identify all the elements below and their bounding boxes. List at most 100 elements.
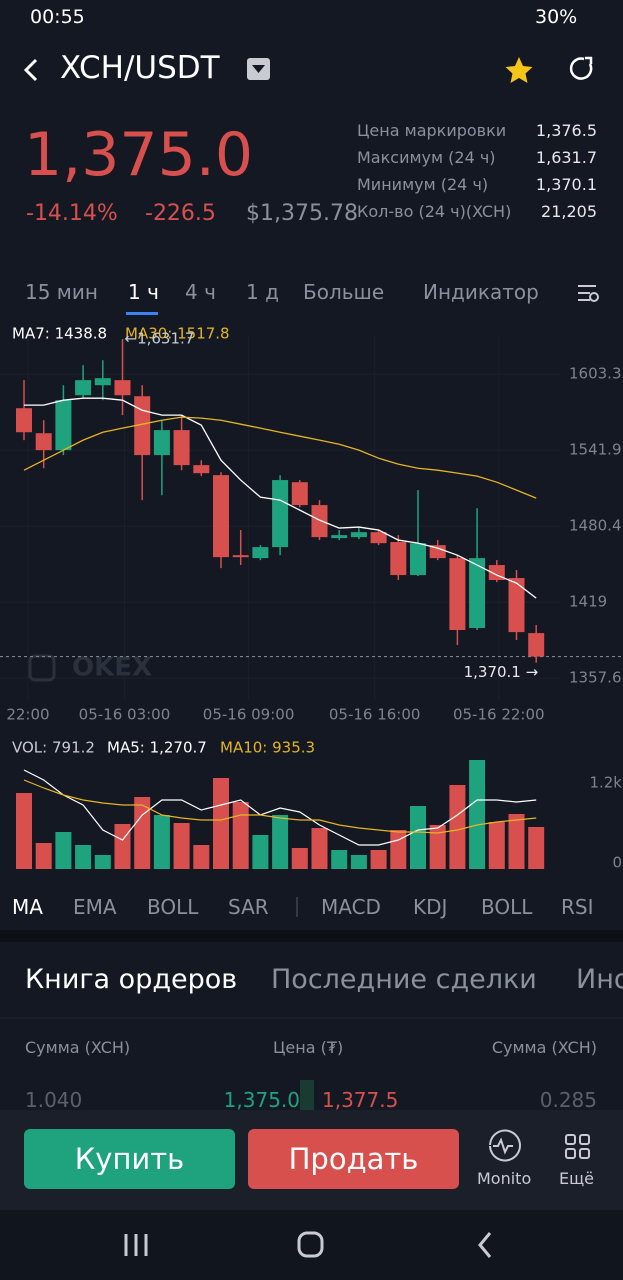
indicator-tab[interactable]: SAR: [228, 895, 269, 919]
y-tick-label: 1357.6: [569, 669, 622, 687]
indicator-tab[interactable]: MACD: [321, 895, 381, 919]
candle-body: [35, 433, 52, 451]
bid-price: 1,375.0: [223, 1088, 300, 1112]
ask-amount: 0.285: [539, 1088, 597, 1112]
volume-bar: [114, 824, 131, 869]
change-value: -226.5: [145, 201, 216, 226]
candle-body: [449, 558, 466, 630]
timeframe-tab[interactable]: Индикатор: [423, 280, 539, 304]
timeframe-tab[interactable]: 4 ч: [185, 280, 216, 304]
candle-body: [153, 430, 170, 456]
x-tick-label: 05-16 03:00: [79, 706, 171, 724]
column-header: Сумма (XCH): [25, 1038, 131, 1057]
info-tab[interactable]: Ино: [576, 964, 623, 995]
legend-label: VOL: 791.2: [12, 739, 95, 757]
ma-line: [23, 779, 537, 834]
y-tick-label: 1419: [569, 593, 607, 611]
candle-body: [350, 532, 367, 538]
y-tick-label: 1480.4: [569, 517, 622, 535]
volume-bar: [410, 806, 426, 869]
candle-body: [528, 633, 545, 657]
indicator-tab[interactable]: BOLL: [147, 895, 199, 919]
candle-body: [193, 465, 210, 474]
nav-recent[interactable]: [124, 1234, 148, 1256]
change-percent: -14.14%: [26, 201, 118, 226]
trades-tab[interactable]: Последние сделки: [271, 964, 537, 995]
stat-value: 1,376.5: [535, 121, 597, 140]
candle-body: [272, 480, 289, 548]
ma-line: [24, 397, 537, 599]
volume-bar: [193, 845, 210, 869]
candle-body: [410, 543, 426, 576]
status-time: 00:55: [30, 6, 85, 28]
volume-bar: [94, 855, 111, 869]
indicator-tab[interactable]: MA: [12, 895, 43, 919]
back-button[interactable]: [23, 58, 38, 82]
y-tick-label: 1541.9: [569, 441, 622, 459]
share-button[interactable]: [569, 56, 593, 80]
legend-label: MA7: 1438.8: [12, 325, 107, 343]
timeframe-tab[interactable]: Больше: [303, 280, 385, 304]
nav-bar: [0, 1210, 623, 1280]
watermark: OKEX: [72, 653, 152, 683]
candle-body: [213, 475, 229, 558]
legend-label: MA10: 935.3: [220, 739, 315, 757]
volume-bar: [488, 822, 505, 869]
indicator-tab[interactable]: BOLL: [481, 895, 533, 919]
volume-bar: [449, 785, 466, 869]
more-label[interactable]: Ещё: [559, 1169, 595, 1188]
volume-bar: [16, 793, 32, 869]
nav-icons: [124, 1231, 492, 1258]
volume-bar: [469, 760, 486, 869]
monitor-icon: [489, 1129, 521, 1162]
column-header: Цена (₮): [273, 1038, 344, 1057]
volume-bar: [75, 845, 92, 869]
low-marker: 1,370.1 →: [464, 663, 539, 681]
favorite-star[interactable]: [505, 57, 533, 83]
ask-price: 1,377.5: [322, 1088, 399, 1112]
indicator-tab[interactable]: KDJ: [413, 895, 448, 919]
timeframe-tab[interactable]: 1 ч: [128, 280, 159, 304]
indicator-tab[interactable]: EMA: [73, 895, 117, 919]
volume-bar: [173, 823, 190, 869]
ma-line: [23, 769, 537, 846]
timeframe-tab[interactable]: 1 д: [246, 280, 279, 304]
volume-bar: [291, 848, 308, 869]
timeframe-tab[interactable]: 15 мин: [25, 280, 98, 304]
candle-body: [508, 578, 525, 633]
candle-body: [311, 505, 328, 538]
x-tick-label: 22:00: [6, 706, 49, 724]
stat-label: Цена маркировки: [357, 121, 507, 140]
ma-line: [23, 416, 537, 499]
buy-button[interactable]: Купить: [24, 1129, 235, 1189]
chart-settings[interactable]: [578, 285, 596, 301]
y-tick-label: 0: [612, 854, 622, 872]
volume-bar: [528, 827, 545, 869]
volume-bar: [252, 835, 269, 869]
candle-body: [16, 408, 32, 433]
volume-bar: [331, 850, 348, 869]
more-icon: [565, 1134, 590, 1159]
volume-bar: [429, 825, 446, 869]
high-marker: ←1,631.7: [125, 330, 195, 348]
candle-body: [75, 380, 92, 396]
tab-underline: [126, 312, 158, 315]
indicator-tab[interactable]: RSI: [561, 895, 594, 919]
volume-bar: [213, 778, 229, 869]
volume-bar: [55, 832, 72, 869]
sell-button[interactable]: Продать: [248, 1129, 459, 1189]
bid-amount: 1.040: [25, 1088, 83, 1112]
y-tick-label: 1.2k: [589, 774, 622, 792]
y-tick-label: 1603.3: [569, 365, 622, 383]
nav-back[interactable]: [478, 1232, 492, 1258]
orderbook-tab[interactable]: Книга ордеров: [25, 964, 238, 995]
monitor-label[interactable]: Monito: [477, 1169, 532, 1188]
pair-title[interactable]: XCH/USDT: [60, 50, 220, 86]
candle-body: [252, 547, 269, 559]
candle-body: [469, 558, 486, 629]
volume-bar: [272, 815, 289, 869]
volume-bar: [134, 797, 151, 869]
candle-body: [291, 482, 308, 506]
volume-bar: [508, 814, 525, 869]
nav-home[interactable]: [297, 1231, 324, 1258]
